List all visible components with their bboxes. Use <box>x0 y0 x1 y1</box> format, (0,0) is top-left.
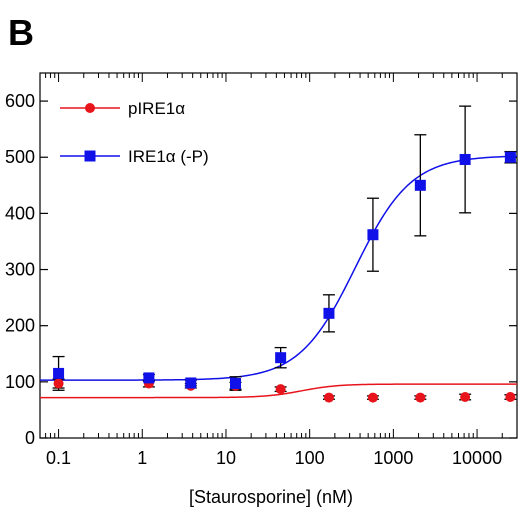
legend: pIRE1α IRE1α (-P) <box>60 99 209 166</box>
data-point-square <box>323 307 335 319</box>
data-point-square <box>275 352 287 364</box>
x-axis-label: [Staurosporine] (nM) <box>189 487 353 507</box>
x-tick-label: 0.1 <box>46 448 71 468</box>
plot-frame <box>39 72 518 439</box>
x-tick-label: 100 <box>295 448 325 468</box>
fit-curves <box>40 155 518 399</box>
panel-letter: B <box>8 12 34 53</box>
x-tick-label: 10 <box>216 448 236 468</box>
fit-curve <box>40 155 518 381</box>
data-point-square <box>459 153 471 165</box>
legend-marker-circle <box>85 103 95 113</box>
data-point-circle <box>367 392 378 403</box>
data-point-square <box>414 179 426 191</box>
data-point-square <box>53 367 65 379</box>
y-tick-label: 200 <box>5 316 35 336</box>
data-points <box>53 151 516 403</box>
data-point-square <box>504 151 516 163</box>
y-tick-label: 400 <box>5 203 35 223</box>
x-tick-label: 1000 <box>373 448 413 468</box>
x-tick-label: 1 <box>137 448 147 468</box>
data-point-circle <box>415 392 426 403</box>
data-point-circle <box>323 392 334 403</box>
y-tick-label: 0 <box>25 428 35 448</box>
axes-layer: 0 100 200 300 400 500 600 0.1 1 10 100 1000 10000 <box>5 72 518 468</box>
data-point-circle <box>275 384 286 395</box>
legend-label: IRE1α (-P) <box>128 147 209 166</box>
data-point-square <box>143 372 155 384</box>
fit-curve <box>40 383 517 399</box>
data-point-square <box>367 229 379 241</box>
data-point-circle <box>53 378 64 389</box>
y-tick-label: 100 <box>5 372 35 392</box>
data-point-square <box>230 378 242 390</box>
legend-label: pIRE1α <box>128 99 185 118</box>
x-tick-label: 10000 <box>452 448 502 468</box>
data-point-square <box>185 377 197 389</box>
y-tick-label: 300 <box>5 260 35 280</box>
data-point-circle <box>505 392 516 403</box>
legend-marker-square <box>84 150 96 162</box>
y-tick-label: 500 <box>5 147 35 167</box>
data-point-circle <box>460 392 471 403</box>
y-tick-label: 600 <box>5 91 35 111</box>
